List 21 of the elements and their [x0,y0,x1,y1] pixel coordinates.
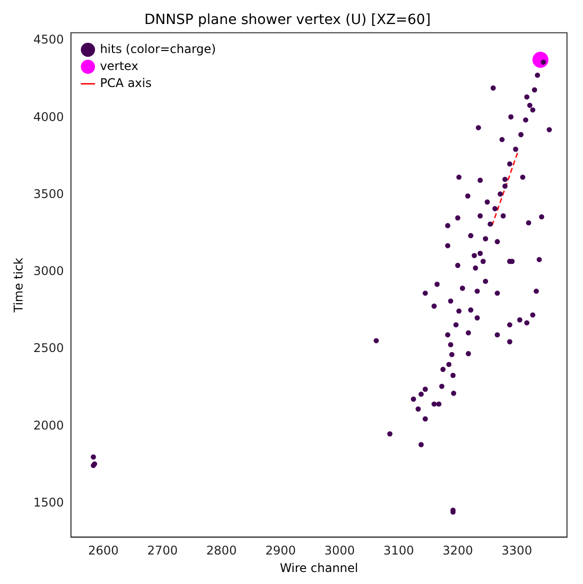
x-tick-label: 2800 [206,544,237,558]
y-tick-label: 3000 [33,264,64,278]
x-tick-label: 3000 [324,544,355,558]
y-tick-label: 2000 [33,418,64,432]
x-axis-title: Wire channel [280,560,358,575]
y-tick-label: 3500 [33,186,64,201]
y-tick-label: 4500 [33,32,64,47]
y-tick-label: 1500 [33,495,64,510]
x-tick-label: 2900 [265,544,296,558]
chart-title: DNNSP plane shower vertex (U) [XZ=60] [144,12,431,28]
y-tick-label: 2500 [33,341,64,356]
x-tick-label: 3100 [383,544,414,558]
x-tick-label: 3300 [502,544,532,558]
legend-label: PCA axis [100,76,152,90]
legend-label: hits (color=charge) [100,42,216,56]
x-tick-label: 3200 [442,544,474,558]
x-tick-label: 2700 [147,544,178,558]
x-tick-label: 2600 [88,544,119,558]
y-axis-title: Time tick [11,258,26,314]
legend-label: vertex [100,58,138,73]
y-tick-label: 4000 [33,110,64,124]
